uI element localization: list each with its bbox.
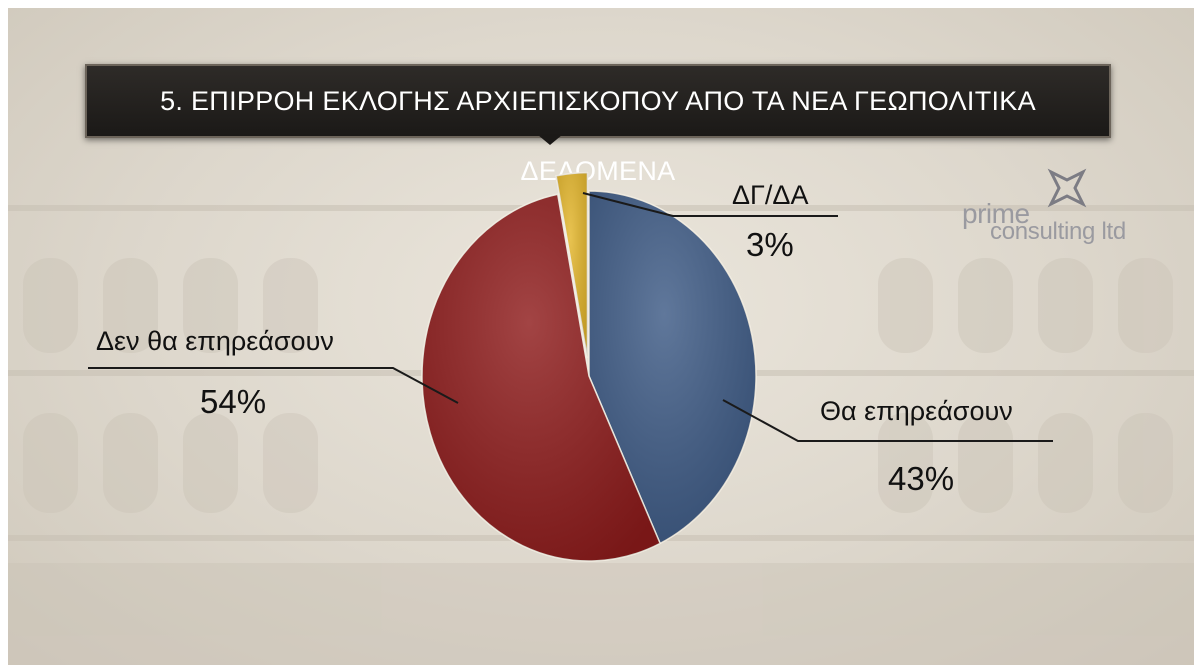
leader-line-0 (722, 399, 1053, 442)
leader-line-2 (582, 192, 838, 217)
chart-stage: 5. ΕΠΙΡΡΟΗ ΕΚΛΟΓΗΣ ΑΡΧΙΕΠΙΣΚΟΠΟΥ ΑΠΟ ΤΑ … (8, 8, 1194, 665)
pie-slice-shading-0 (589, 191, 757, 544)
slice-value-1: 54% (200, 383, 267, 420)
logo-text-prime: prime (962, 198, 1030, 229)
background-building (8, 205, 1194, 665)
logo-text-consulting: consulting ltd (990, 218, 1126, 245)
leader-line-1 (88, 367, 459, 404)
logo-star-icon (1047, 168, 1087, 208)
title-notch (538, 135, 562, 145)
slice-value-2: 3% (746, 226, 794, 263)
slice-label-1: Δεν θα επηρεάσουν (96, 326, 334, 356)
slice-value-0: 43% (888, 460, 955, 497)
pie-chart (88, 171, 1053, 562)
slice-label-2: ΔΓ/ΔΑ (732, 180, 809, 210)
prime-consulting-logo: prime consulting ltd (962, 168, 1162, 248)
pie-slice-shading-1 (422, 194, 661, 561)
pie-slice-shading-2 (556, 172, 588, 358)
chart-title: 5. ΕΠΙΡΡΟΗ ΕΚΛΟΓΗΣ ΑΡΧΙΕΠΙΣΚΟΠΟΥ ΑΠΟ ΤΑ … (85, 64, 1111, 186)
slice-label-0: Θα επηρεάσουν (820, 396, 1013, 426)
